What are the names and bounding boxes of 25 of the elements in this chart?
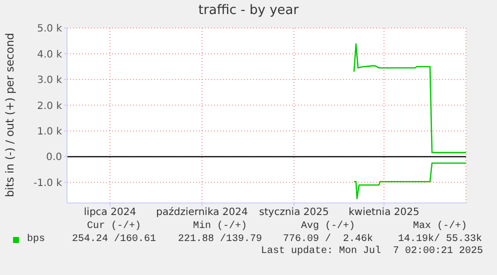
text: Min (-/+) bbox=[192, 221, 248, 232]
x-tick-label: stycznia 2025 bbox=[259, 207, 329, 218]
x-tick-label: kwietnia 2025 bbox=[348, 207, 420, 218]
y-tick-label: 0.0 bbox=[46, 152, 62, 164]
x-tick-label: lipca 2024 bbox=[84, 207, 136, 218]
y-tick-label: 3.0 k bbox=[37, 75, 62, 86]
y-tick-label: 2.0 k bbox=[37, 100, 62, 112]
legend-label: bps bbox=[26, 234, 46, 245]
text: Max (-/+) bbox=[412, 221, 468, 232]
x-tick-label: października 2024 bbox=[156, 206, 248, 218]
chart-title: traffic - by year bbox=[197, 3, 300, 18]
text: 221.88 /139.79 bbox=[176, 234, 262, 245]
y-axis-title: bits in (-) / out (+) per second bbox=[4, 32, 16, 198]
text: 776.09 / 2.46k bbox=[282, 234, 374, 245]
text: Cur (-/+) bbox=[86, 221, 142, 232]
text: 14.19k/ 55.33k bbox=[396, 234, 483, 245]
text: Last update: Mon Jul 7 02:00:21 2025 bbox=[260, 246, 483, 257]
y-tick-label: 4.0 k bbox=[37, 49, 62, 60]
line-series bbox=[353, 43, 466, 154]
line-series bbox=[353, 162, 466, 200]
y-tick-label: 5.0 k bbox=[37, 24, 62, 35]
text: Avg (-/+) bbox=[300, 221, 356, 232]
y-tick-label: 1.0 k bbox=[37, 126, 62, 138]
y-tick-label: -1.0 k bbox=[34, 178, 62, 189]
text: 254.24 /160.61 bbox=[70, 234, 157, 245]
